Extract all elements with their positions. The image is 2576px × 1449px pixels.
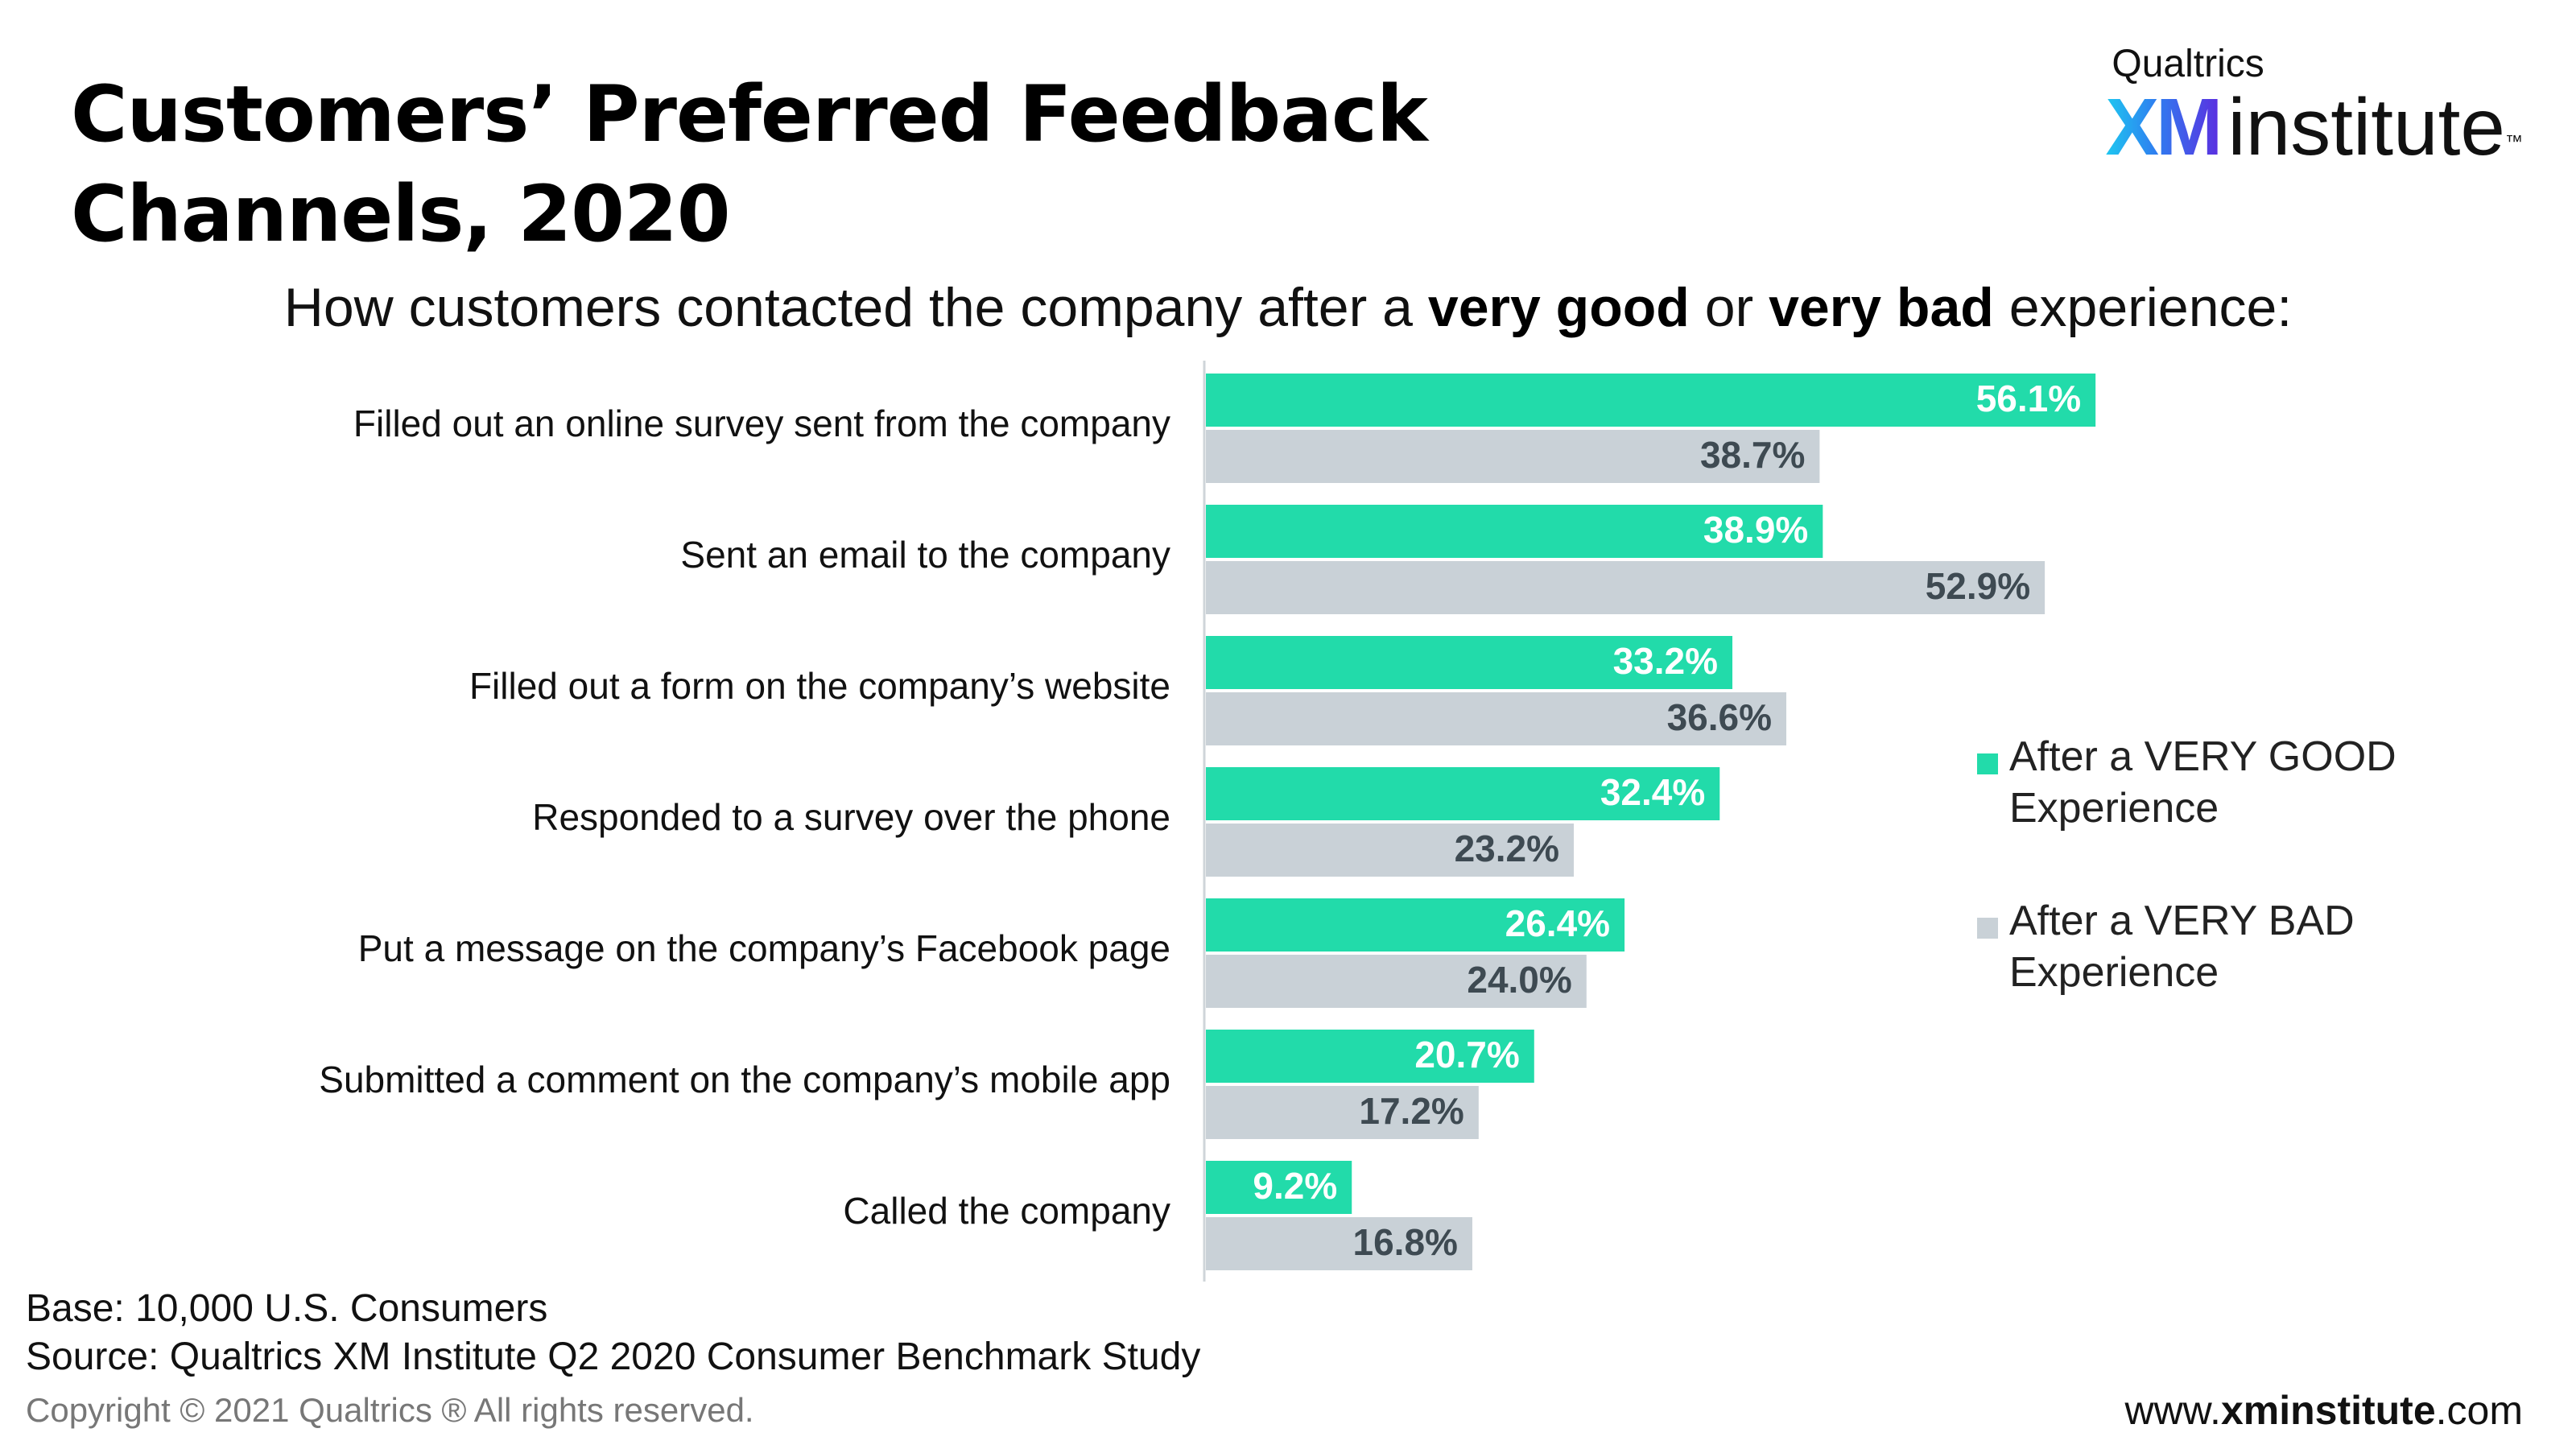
category-label: Submitted a comment on the company’s mob… (319, 1059, 1170, 1100)
bar-very-bad (1206, 692, 1787, 745)
data-label: 16.8% (1353, 1221, 1458, 1263)
footer-base-note: Base: 10,000 U.S. Consumers (26, 1287, 548, 1330)
subtitle-text-3: experience: (1993, 277, 2293, 338)
subtitle-emphasis-good: very good (1427, 277, 1690, 338)
legend-swatch-very-good (1977, 753, 1998, 774)
bar-very-good (1206, 767, 1720, 820)
data-label: 56.1% (1976, 378, 2081, 419)
footer-copyright: Copyright © 2021 Qualtrics ® All rights … (26, 1391, 754, 1429)
logo-wordmark: XM institute™ (2105, 87, 2523, 167)
bar-very-bad (1206, 1217, 1472, 1270)
data-label: 20.7% (1414, 1034, 1519, 1075)
bar-very-bad (1206, 430, 1820, 483)
footer-source-note: Source: Qualtrics XM Institute Q2 2020 C… (26, 1335, 1201, 1378)
bar-very-bad (1206, 955, 1587, 1008)
bar-very-good (1206, 505, 1823, 558)
bar-very-bad (1206, 561, 2046, 614)
legend-item-very-good: After a VERY GOOD Experience (1972, 731, 2396, 834)
logo-xm-text: XM (2105, 82, 2223, 172)
data-label: 38.7% (1700, 434, 1805, 476)
category-label: Put a message on the company’s Facebook … (358, 927, 1170, 969)
data-label: 9.2% (1253, 1165, 1337, 1207)
subtitle-text-2: or (1689, 277, 1769, 338)
data-label: 38.9% (1703, 509, 1808, 551)
bar-very-good (1206, 1030, 1534, 1083)
bar-very-good (1206, 374, 2096, 427)
legend-label-very-bad-line-1: After a VERY BAD (2009, 898, 2355, 944)
logo-institute-text: institute (2227, 82, 2505, 172)
chart-title-line-2: Channels, 2020 (71, 169, 730, 259)
chart-title-line-1: Customers’ Preferred Feedback (71, 69, 1428, 159)
subtitle-emphasis-bad: very bad (1769, 277, 1994, 338)
data-label: 32.4% (1600, 771, 1705, 813)
logo-qualtrics-text: Qualtrics (2112, 43, 2264, 85)
footer-url-prefix: www. (2124, 1388, 2221, 1433)
logo-trademark: ™ (2505, 131, 2523, 151)
data-label: 33.2% (1613, 640, 1718, 682)
footer-url-suffix: .com (2435, 1388, 2523, 1433)
category-label: Filled out a form on the company’s websi… (469, 665, 1170, 707)
subtitle-text-1: How customers contacted the company afte… (283, 277, 1428, 338)
legend-label-very-good-line-2: Experience (2009, 785, 2219, 832)
data-label: 52.9% (1926, 565, 2030, 607)
chart-legend: After a VERY GOOD Experience After a VER… (1972, 731, 2396, 1059)
data-label: 17.2% (1359, 1090, 1463, 1132)
bar-very-good (1206, 636, 1733, 689)
category-label: Sent an email to the company (680, 534, 1170, 576)
data-label: 24.0% (1467, 959, 1571, 1001)
legend-item-very-bad: After a VERY BAD Experience (1972, 895, 2396, 998)
category-label: Responded to a survey over the phone (532, 796, 1170, 838)
bar-very-bad (1206, 824, 1575, 877)
legend-swatch-very-bad (1977, 918, 1998, 939)
xm-institute-logo: Qualtrics XM institute™ (2105, 42, 2523, 167)
bar-very-good (1206, 1161, 1352, 1214)
chart-subtitle: How customers contacted the company afte… (0, 274, 2576, 341)
legend-label-very-bad-line-2: Experience (2009, 949, 2219, 996)
data-label: 23.2% (1455, 828, 1559, 869)
chart-title: Customers’ Preferred Feedback Channels, … (71, 64, 1428, 264)
legend-label-very-good-line-1: After a VERY GOOD (2009, 733, 2396, 780)
data-label: 26.4% (1505, 902, 1610, 944)
footer-website-link[interactable]: www.xminstitute.com (2124, 1386, 2523, 1435)
category-label: Called the company (843, 1190, 1170, 1232)
category-label: Filled out an online survey sent from th… (353, 402, 1170, 444)
footer-url-domain: xminstitute (2220, 1388, 2436, 1433)
data-label: 36.6% (1667, 696, 1772, 738)
bar-very-good (1206, 898, 1625, 952)
bar-very-bad (1206, 1086, 1479, 1139)
